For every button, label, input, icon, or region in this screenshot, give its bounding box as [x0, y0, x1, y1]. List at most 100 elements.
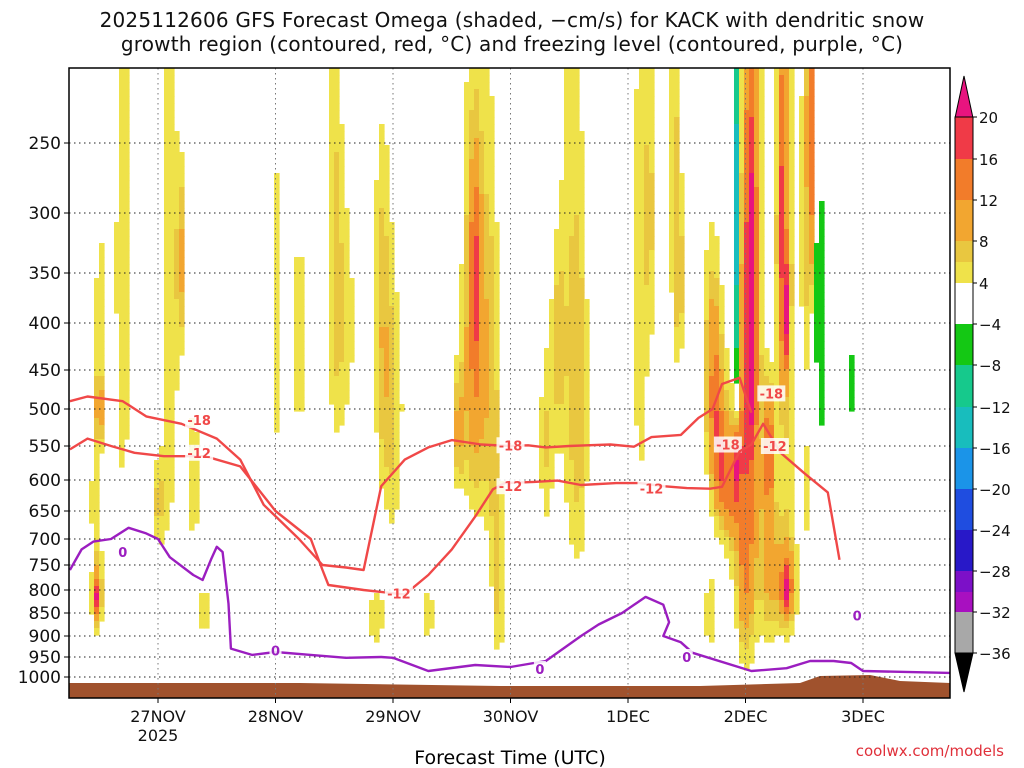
omega-cell	[174, 173, 180, 181]
omega-cell	[569, 173, 575, 181]
omega-cell	[494, 635, 500, 643]
omega-cell	[464, 355, 470, 363]
omega-cell	[649, 229, 655, 237]
omega-cell	[544, 404, 550, 412]
omega-cell	[754, 194, 760, 202]
omega-cell	[774, 145, 780, 153]
omega-cell	[674, 215, 680, 223]
omega-cell	[124, 327, 130, 335]
omega-cell	[179, 306, 185, 314]
omega-cell	[804, 313, 810, 321]
omega-cell	[739, 607, 745, 615]
omega-cell	[574, 215, 580, 223]
omega-cell	[784, 82, 790, 90]
omega-cell	[174, 327, 180, 335]
omega-cell	[709, 271, 715, 279]
omega-cell	[674, 271, 680, 279]
omega-cell	[549, 439, 555, 447]
omega-cell	[769, 586, 775, 594]
omega-cell	[634, 271, 640, 279]
omega-cell	[789, 621, 795, 629]
omega-cell	[779, 306, 785, 314]
omega-cell	[669, 68, 675, 76]
omega-cell	[299, 306, 305, 314]
omega-cell	[584, 467, 590, 475]
omega-cell	[334, 89, 340, 97]
omega-cell	[494, 537, 500, 545]
omega-cell	[739, 243, 745, 251]
omega-cell	[779, 516, 785, 524]
omega-cell	[569, 397, 575, 405]
omega-cell	[394, 453, 400, 461]
omega-cell	[639, 369, 645, 377]
omega-cell	[634, 124, 640, 132]
omega-cell	[494, 593, 500, 601]
omega-cell	[574, 362, 580, 370]
omega-cell	[464, 432, 470, 440]
omega-cell	[379, 404, 385, 412]
omega-cell	[749, 194, 755, 202]
omega-cell	[759, 159, 765, 167]
omega-cell	[734, 411, 740, 419]
omega-cell	[489, 194, 495, 202]
omega-cell	[169, 320, 175, 328]
omega-cell	[759, 222, 765, 230]
omega-cell	[674, 292, 680, 300]
omega-cell	[489, 579, 495, 587]
omega-cell	[479, 173, 485, 181]
omega-cell	[559, 397, 565, 405]
omega-cell	[484, 474, 490, 482]
omega-cell	[819, 355, 825, 363]
omega-cell	[669, 173, 675, 181]
omega-cell	[749, 383, 755, 391]
omega-cell	[379, 621, 385, 629]
omega-cell	[374, 229, 380, 237]
omega-cell	[339, 180, 345, 188]
omega-cell	[729, 432, 735, 440]
omega-cell	[374, 292, 380, 300]
omega-cell	[579, 201, 585, 209]
omega-cell	[754, 327, 760, 335]
omega-cell	[789, 145, 795, 153]
omega-cell	[789, 173, 795, 181]
omega-cell	[479, 292, 485, 300]
omega-cell	[94, 628, 100, 636]
omega-cell	[804, 82, 810, 90]
omega-cell	[559, 222, 565, 230]
omega-cell	[469, 271, 475, 279]
omega-cell	[124, 89, 130, 97]
omega-cell	[119, 68, 125, 76]
omega-cell	[124, 432, 130, 440]
omega-cell	[189, 509, 195, 517]
omega-cell	[764, 481, 770, 489]
omega-cell	[174, 250, 180, 258]
omega-cell	[569, 271, 575, 279]
omega-cell	[374, 635, 380, 643]
omega-cell	[724, 551, 730, 559]
omega-cell	[339, 327, 345, 335]
omega-cell	[724, 348, 730, 356]
omega-cell	[754, 600, 760, 608]
omega-cell	[334, 82, 340, 90]
omega-cell	[779, 614, 785, 622]
omega-cell	[779, 180, 785, 188]
omega-cell	[634, 285, 640, 293]
omega-cell	[789, 537, 795, 545]
omega-cell	[759, 474, 765, 482]
omega-cell	[804, 285, 810, 293]
omega-cell	[294, 341, 300, 349]
omega-cell	[804, 495, 810, 503]
omega-cell	[119, 82, 125, 90]
omega-cell	[169, 243, 175, 251]
omega-cell	[384, 397, 390, 405]
omega-cell	[574, 439, 580, 447]
omega-cell	[644, 187, 650, 195]
omega-cell	[194, 516, 200, 524]
omega-cell	[179, 292, 185, 300]
omega-cell	[779, 292, 785, 300]
omega-cell	[744, 523, 750, 531]
omega-cell	[479, 229, 485, 237]
omega-cell	[644, 243, 650, 251]
omega-cell	[119, 180, 125, 188]
omega-cell	[344, 299, 350, 307]
